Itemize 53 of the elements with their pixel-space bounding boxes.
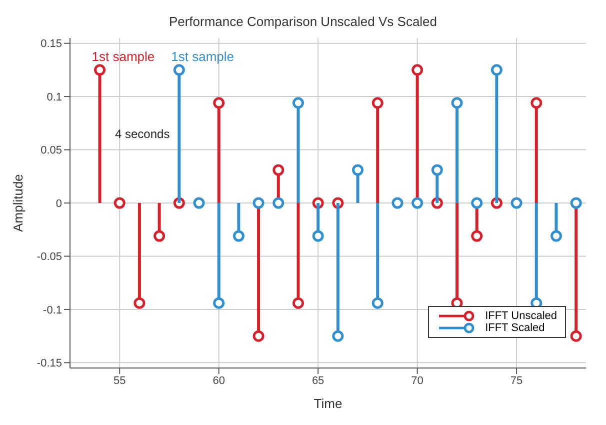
point: [352, 164, 364, 176]
point: [570, 330, 582, 342]
x-tick-label: 65: [312, 374, 324, 387]
x-tick-label: 60: [212, 374, 225, 387]
point: [530, 97, 542, 109]
y-tick-label: 0.1: [46, 91, 62, 104]
x-tick-label: 70: [411, 374, 424, 387]
point: [173, 64, 185, 76]
y-tick-label: -0.05: [36, 251, 62, 264]
point: [213, 97, 225, 109]
y-axis-title: Amplitude: [10, 174, 26, 232]
point: [412, 197, 424, 209]
point: [272, 197, 284, 209]
y-tick-label: -0.15: [36, 358, 62, 370]
point: [550, 230, 562, 242]
point: [372, 97, 384, 109]
y-tick-label: -0.1: [43, 304, 62, 316]
point: [412, 64, 424, 76]
point: [114, 197, 126, 209]
y-tick-label: 0: [56, 198, 62, 210]
point: [510, 197, 522, 209]
point: [451, 97, 463, 109]
point: [213, 297, 225, 309]
chart-title: Performance Comparison Unscaled Vs Scaled: [168, 14, 438, 29]
point: [292, 297, 304, 309]
point: [471, 230, 483, 242]
x-axis-title: Time: [314, 396, 342, 411]
x-tick-label: 75: [510, 374, 523, 387]
point: [272, 164, 284, 176]
point: [94, 64, 106, 76]
point: [134, 297, 146, 309]
legend-label: IFFT Scaled: [485, 322, 545, 334]
point: [292, 97, 304, 109]
annotation: 1st sample: [171, 48, 234, 64]
point: [490, 64, 502, 76]
point: [392, 197, 404, 209]
x-tick-label: 55: [113, 374, 126, 387]
legend-label: IFFT Unscaled: [485, 310, 557, 322]
point: [332, 330, 344, 342]
y-tick-label: 0.05: [40, 144, 62, 157]
annotation: 4 seconds: [115, 127, 170, 141]
point: [252, 330, 264, 342]
point: [193, 197, 205, 209]
point: [372, 297, 384, 309]
point: [570, 197, 582, 209]
point: [232, 230, 244, 242]
annotation: 1st sample: [92, 48, 155, 64]
point: [471, 197, 483, 209]
point: [154, 230, 166, 242]
y-tick-label: 0.15: [40, 38, 62, 50]
point: [431, 164, 443, 176]
point: [312, 230, 324, 242]
point: [252, 197, 264, 209]
